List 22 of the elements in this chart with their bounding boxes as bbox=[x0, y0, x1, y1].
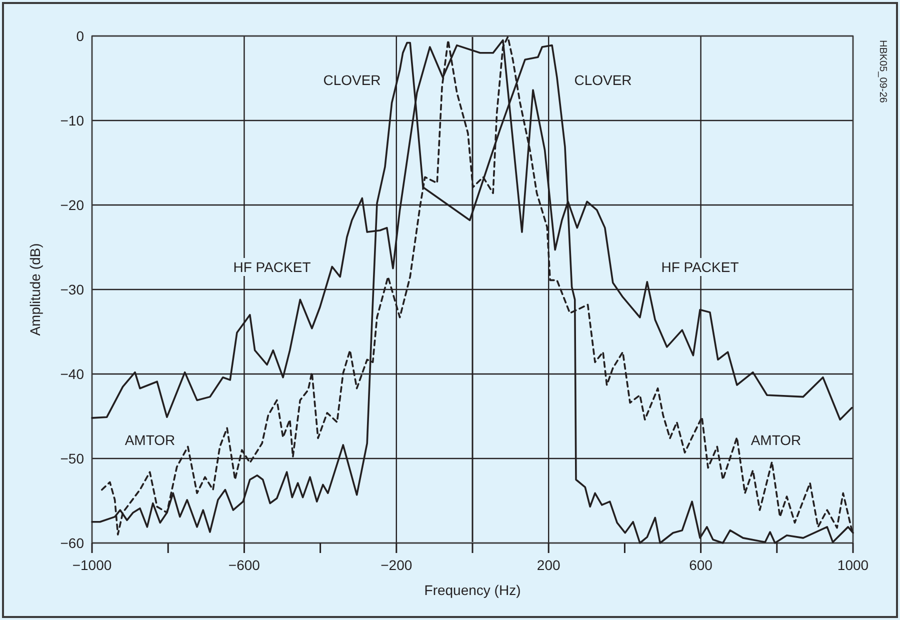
x-tick-label: 600 bbox=[689, 557, 713, 573]
y-tick-label: −10 bbox=[60, 112, 84, 128]
y-tick-label: −20 bbox=[60, 197, 84, 213]
annotation: CLOVER bbox=[574, 72, 632, 88]
y-tick-label: −50 bbox=[60, 450, 84, 466]
x-tick-label: −200 bbox=[380, 557, 412, 573]
annotation: AMTOR bbox=[750, 432, 802, 448]
x-tick-label: −600 bbox=[228, 557, 260, 573]
x-tick-label: −1000 bbox=[72, 557, 112, 573]
y-tick-label: −30 bbox=[60, 282, 84, 298]
annotation: HF PACKET bbox=[233, 259, 312, 275]
annotation: AMTOR bbox=[124, 432, 176, 448]
x-axis-title: Frequency (Hz) bbox=[424, 582, 521, 598]
y-tick-label: −60 bbox=[60, 535, 84, 551]
annotation: HF PACKET bbox=[661, 259, 740, 275]
x-tick-label: 200 bbox=[536, 557, 560, 573]
y-tick-label: 0 bbox=[76, 28, 84, 44]
annotation: CLOVER bbox=[323, 72, 381, 88]
y-tick-label: −40 bbox=[60, 366, 84, 382]
y-axis-title: Amplitude (dB) bbox=[27, 243, 43, 336]
x-tick-label: 1000 bbox=[837, 557, 869, 573]
text: HBK05_09-26 bbox=[877, 40, 888, 104]
